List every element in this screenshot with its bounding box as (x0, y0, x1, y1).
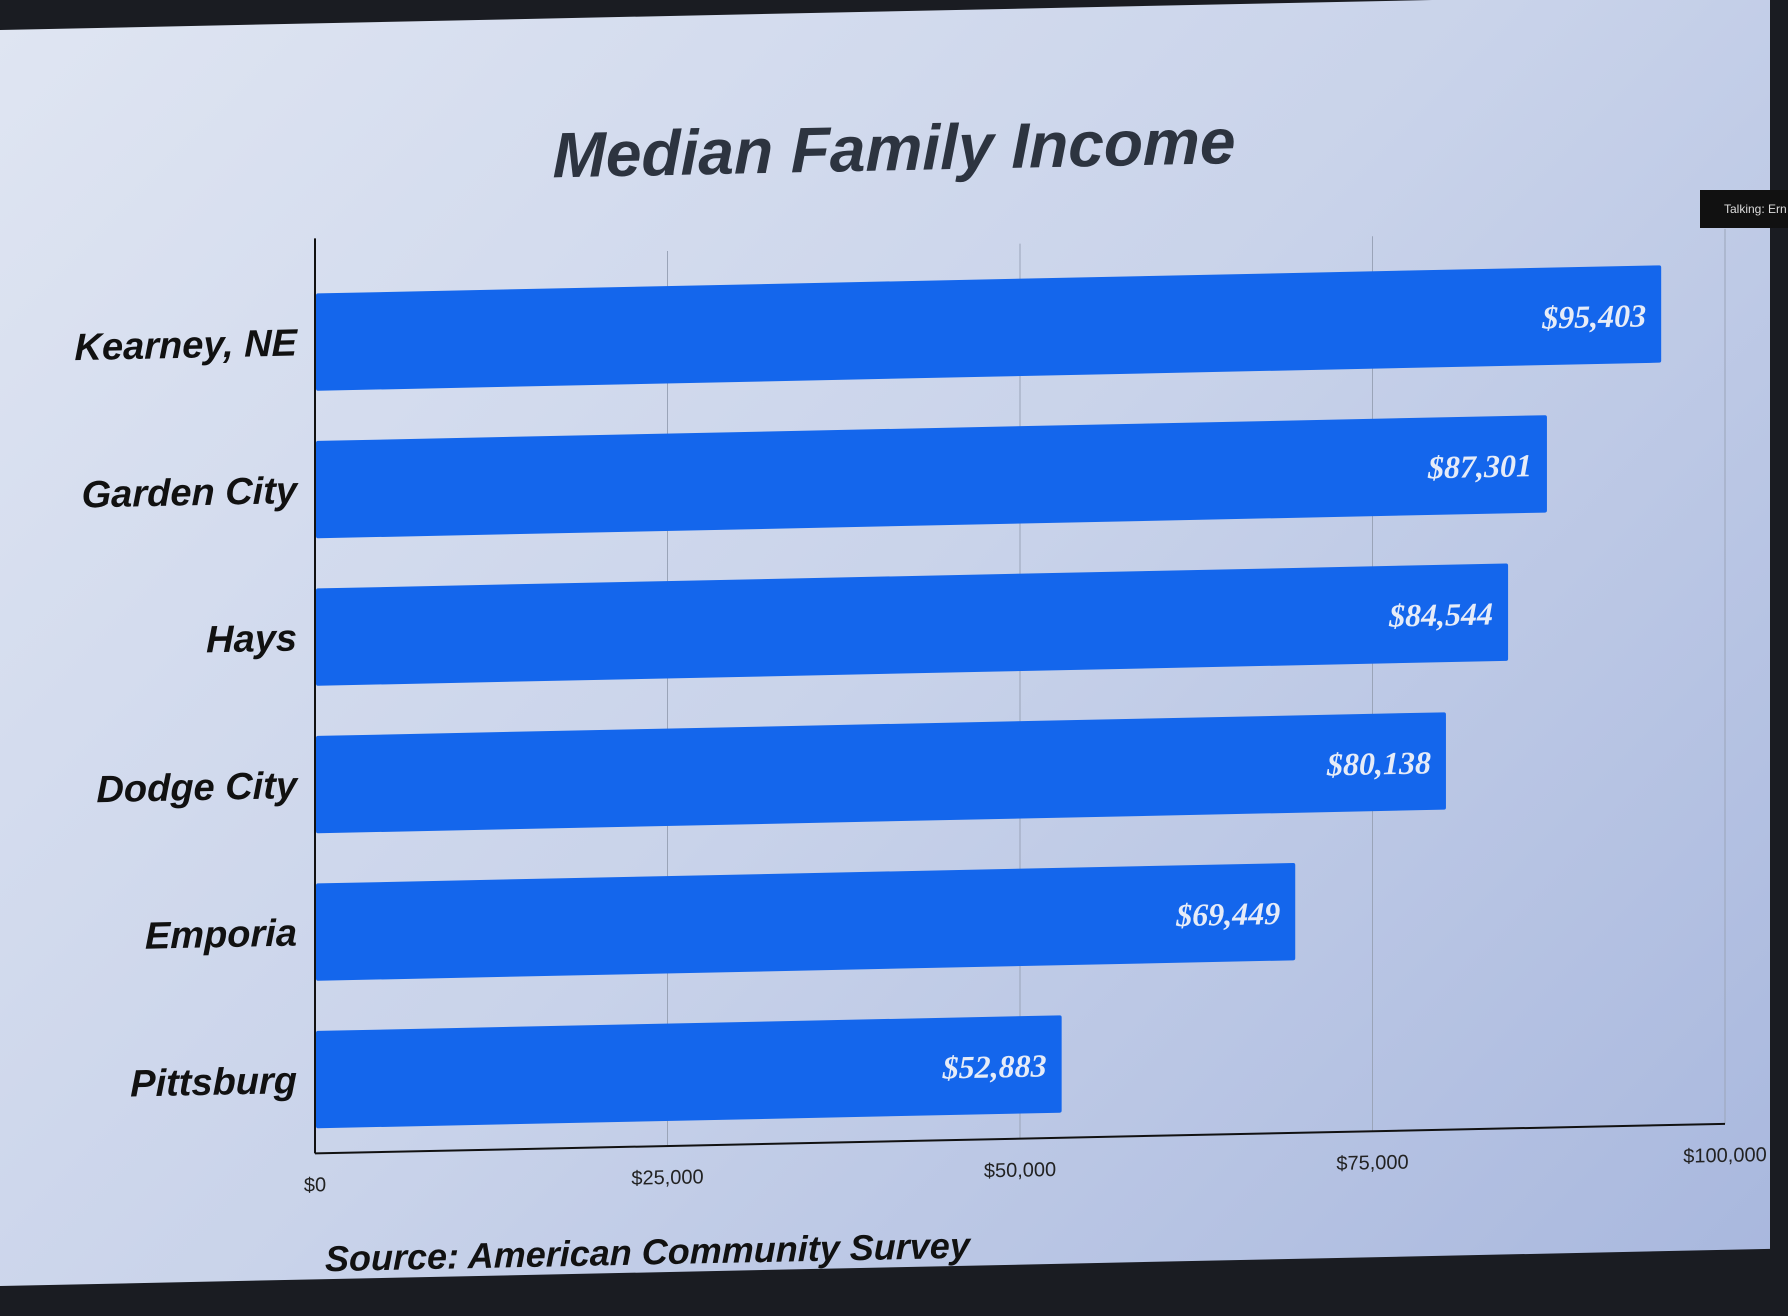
data-label: $69,449 (1175, 895, 1280, 933)
talking-indicator: Talking: Ern (1700, 190, 1788, 228)
category-label: Kearney, NE (75, 322, 299, 369)
bar (316, 1015, 1062, 1129)
bar (316, 415, 1547, 539)
x-tick-label: $50,000 (984, 1159, 1056, 1183)
data-label: $95,403 (1541, 297, 1646, 335)
data-label: $87,301 (1427, 447, 1532, 485)
category-label: Dodge City (96, 765, 298, 811)
x-tick-label: $100,000 (1683, 1144, 1766, 1168)
bar (316, 563, 1509, 686)
bar (316, 265, 1662, 391)
x-tick-label: $25,000 (631, 1166, 703, 1190)
bar (316, 712, 1446, 834)
bar (316, 862, 1296, 981)
slide: Median Family Income $0 $25,000 $50,000 $75… (0, 0, 1770, 1286)
category-label: Garden City (82, 470, 299, 517)
category-label: Pittsburg (130, 1060, 297, 1105)
category-label: Emporia (145, 913, 297, 958)
data-label: $84,544 (1388, 595, 1493, 633)
x-axis (315, 1122, 1725, 1155)
data-label: $80,138 (1326, 744, 1431, 782)
x-tick-label: $0 (304, 1174, 326, 1196)
data-label: $52,883 (942, 1047, 1047, 1085)
x-tick-label: $75,000 (1336, 1151, 1408, 1175)
category-label: Hays (206, 618, 297, 662)
